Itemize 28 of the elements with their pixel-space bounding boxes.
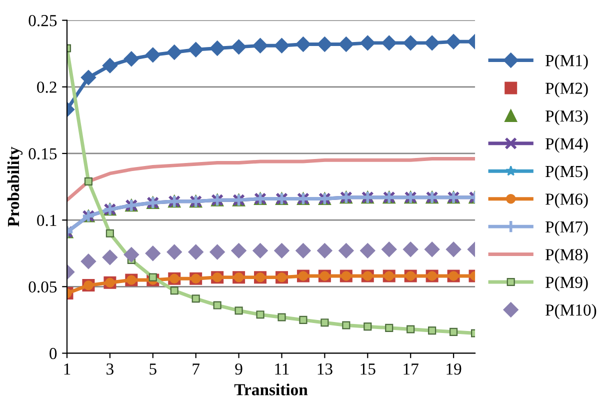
y-tick-label: 0.15 (28, 148, 57, 160)
legend-label: P(M8) (546, 248, 588, 264)
y-tick-label: 0.05 (28, 281, 57, 293)
x-tick-label: 7 (192, 364, 200, 375)
y-tick-label: 0.1 (37, 214, 56, 226)
legend-label: P(M9) (546, 276, 588, 292)
x-tick-label: 3 (106, 363, 114, 375)
y-tick-label: 0.25 (28, 15, 57, 26)
x-tick-label: 1 (64, 364, 70, 375)
x-tick-label: 19 (446, 363, 462, 375)
legend-label: P(M10) (546, 304, 596, 320)
legend-label: P(M2) (546, 82, 588, 98)
x-tick-label: 17 (404, 364, 418, 375)
legend-label: P(M5) (546, 165, 588, 181)
legend-label: P(M3) (546, 110, 588, 126)
x-tick-label: 9 (235, 363, 242, 375)
x-axis-title: Transition (234, 384, 308, 396)
legend-label: P(M4) (546, 138, 588, 153)
legend-label: P(M1) (546, 54, 588, 70)
y-axis-title: Probability (7, 146, 23, 227)
x-tick-label: 15 (360, 364, 376, 375)
x-tick-label: 5 (150, 364, 156, 375)
legend-label: P(M6) (546, 193, 588, 208)
x-tick-label: 11 (275, 364, 289, 375)
y-tick-label: 0.2 (37, 82, 56, 93)
y-tick-label: 0 (50, 348, 57, 360)
legend-label: P(M7) (546, 220, 588, 236)
x-tick-label: 13 (318, 363, 332, 375)
